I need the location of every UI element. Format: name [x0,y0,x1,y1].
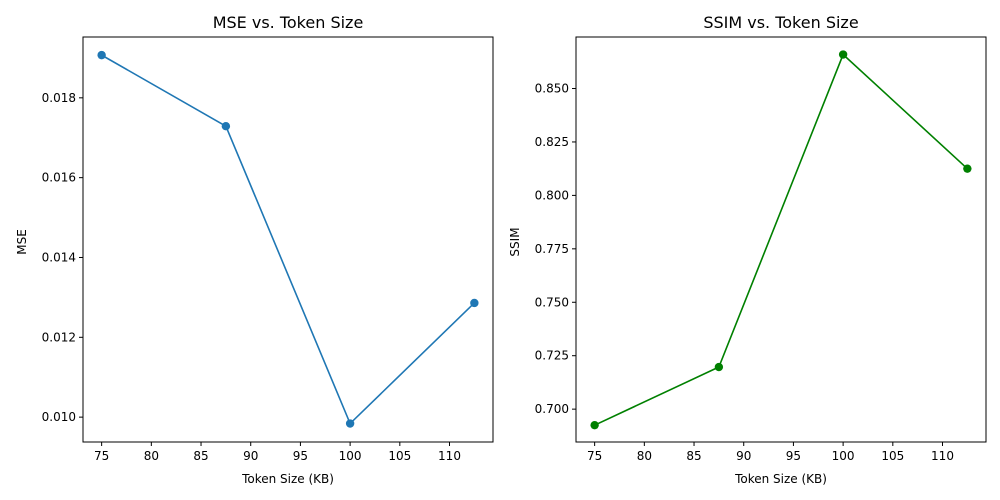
data-point [963,164,972,173]
x-tick-label: 100 [832,449,855,463]
y-axis-label: MSE [15,229,29,255]
series-line [101,54,475,425]
tick-group: 75 80 85 90 95 100 105 110 0.010 0.012 0.014 0.016 0… [42,91,461,463]
plot-frame [575,36,987,443]
x-tick-label: 90 [243,449,258,463]
y-tick-label: 0.750 [535,295,569,309]
x-tick-label: 100 [339,449,362,463]
data-point [590,420,599,430]
data-point [470,298,479,308]
x-tick-label: 95 [293,449,308,463]
y-tick-label: 0.018 [42,91,76,105]
chart-title: MSE vs. Token Size [213,13,364,32]
y-axis-label: SSIM [508,227,522,256]
y-tick-label: 0.016 [42,171,76,185]
x-tick-label: 80 [637,449,652,463]
y-tick-label: 0.850 [535,82,569,96]
x-tick-label: 85 [686,449,701,463]
data-point [714,362,724,372]
data-point [97,50,106,60]
y-tick-label: 0.012 [42,330,76,344]
y-tick-label: 0.800 [535,188,569,202]
mse-chart: MSE vs. Token Size Token Size (KB) MSE 7… [15,13,494,486]
y-tick-label: 0.010 [42,410,76,424]
chart-title: SSIM vs. Token Size [703,13,858,32]
x-tick-label: 110 [931,449,954,463]
tick-group: 75 80 85 90 95 100 105 110 0.700 0.725 0.750 0.775 0… [535,82,954,463]
series-group [590,50,972,430]
x-axis-label: Token Size (KB) [734,472,827,486]
x-tick-label: 80 [144,449,159,463]
x-tick-label: 75 [94,449,109,463]
x-axis-label: Token Size (KB) [241,472,334,486]
y-tick-label: 0.014 [42,250,76,264]
data-point [838,50,848,59]
x-tick-label: 75 [587,449,602,463]
y-tick-label: 0.700 [535,402,569,416]
data-point [345,419,355,428]
x-tick-label: 85 [193,449,208,463]
y-tick-label: 0.725 [535,349,569,363]
data-point [221,121,231,131]
x-tick-label: 105 [388,449,411,463]
y-tick-label: 0.775 [535,242,569,256]
x-tick-label: 95 [786,449,801,463]
plot-frame [82,36,494,443]
series-group [97,50,479,428]
x-tick-label: 110 [438,449,461,463]
ssim-chart: SSIM vs. Token Size Token Size (KB) SSIM… [508,13,987,486]
x-tick-label: 105 [881,449,904,463]
series-line [594,53,968,426]
y-tick-label: 0.825 [535,135,569,149]
x-tick-label: 90 [736,449,751,463]
